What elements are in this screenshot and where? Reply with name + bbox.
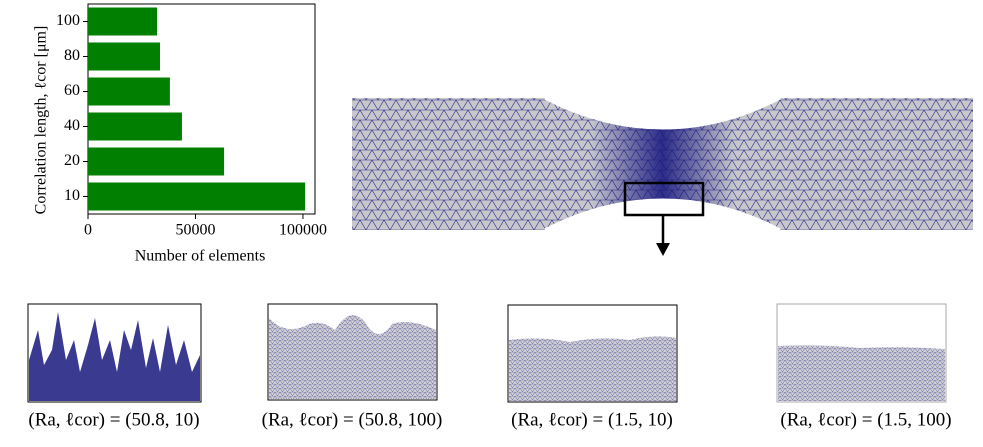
- y-tick-label: 40: [64, 117, 80, 134]
- x-tick-label: 0: [84, 222, 92, 239]
- specimen: [352, 96, 973, 256]
- y-tick-label: 10: [64, 187, 80, 204]
- y-tick-label: 80: [64, 47, 80, 64]
- y-tick-label: 20: [64, 152, 80, 169]
- bar: [88, 112, 182, 141]
- bar: [88, 77, 170, 106]
- zoom-panels: [27, 303, 947, 403]
- x-tick-label: 50000: [175, 222, 215, 239]
- x-axis-label: Number of elements: [135, 248, 266, 265]
- bar: [88, 147, 225, 176]
- y-tick-label: 60: [64, 82, 80, 99]
- plot-frame: [87, 3, 316, 215]
- panel-caption: (Ra, ℓcor) = (1.5, 100): [780, 409, 951, 430]
- y-tick-label: 100: [56, 12, 80, 29]
- x-tick-label: 100000: [279, 222, 327, 239]
- bar: [88, 7, 158, 36]
- bar: [88, 42, 161, 71]
- bar: [88, 182, 306, 211]
- y-axis-label: Correlation length, ℓcor [μm]: [33, 26, 50, 215]
- panel-caption: (Ra, ℓcor) = (1.5, 10): [511, 409, 673, 430]
- panel-caption: (Ra, ℓcor) = (50.8, 100): [262, 409, 443, 430]
- panel-caption: (Ra, ℓcor) = (50.8, 10): [28, 409, 199, 430]
